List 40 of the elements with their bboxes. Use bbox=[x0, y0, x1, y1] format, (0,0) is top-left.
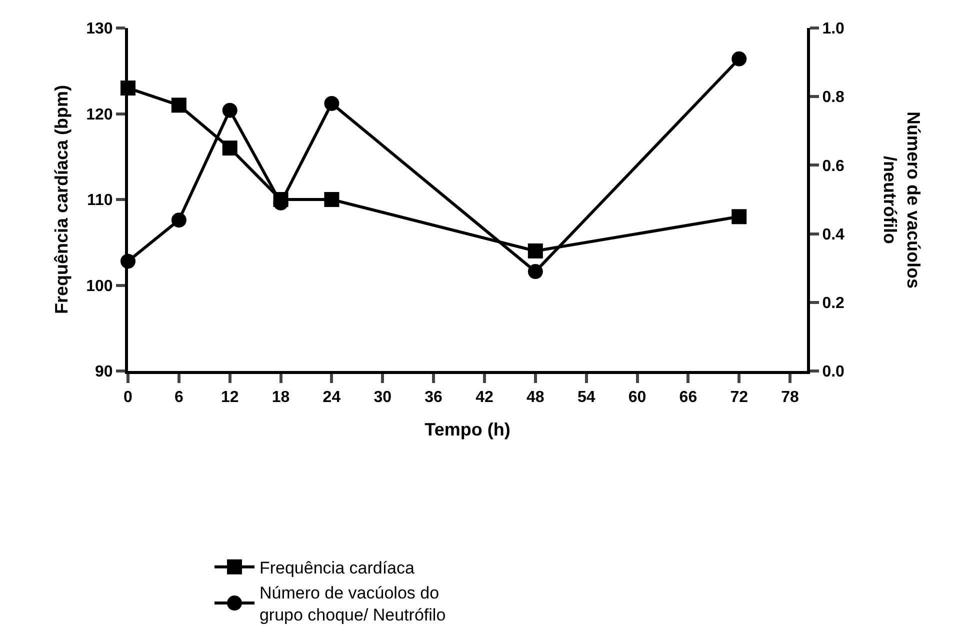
point bbox=[732, 209, 747, 224]
x-tick-label: 60 bbox=[628, 389, 646, 406]
y-tick-label: 130 bbox=[86, 20, 113, 38]
legend-label: Número de vacúolos do grupo choque/ Neutrófilo bbox=[259, 584, 446, 625]
x-axis-title: Tempo (h) bbox=[424, 419, 510, 440]
x-tick-label: 54 bbox=[577, 389, 596, 406]
x-tick-label: 42 bbox=[476, 389, 494, 406]
x-tick-label: 36 bbox=[424, 389, 443, 406]
x-tick-label: 12 bbox=[220, 389, 239, 406]
y2-axis-title: Número de vacúolos /neutrófilo bbox=[880, 111, 924, 288]
y2-tick-label: 0.2 bbox=[822, 295, 845, 312]
x-tick-label: 30 bbox=[374, 389, 392, 406]
y2-tick-label: 0.6 bbox=[822, 158, 845, 175]
point bbox=[171, 98, 186, 113]
point bbox=[528, 264, 543, 280]
x-tick-label: 18 bbox=[272, 389, 290, 406]
x-tick-label: 66 bbox=[679, 389, 698, 406]
point bbox=[324, 192, 340, 207]
y2-tick-label: 0.0 bbox=[822, 364, 845, 381]
point bbox=[222, 102, 238, 118]
point bbox=[171, 212, 186, 228]
y2-tick-label: 1.0 bbox=[822, 20, 845, 38]
x-tick-label: 72 bbox=[730, 389, 748, 406]
y2-tick-label: 0.4 bbox=[822, 226, 845, 244]
y-tick-label: 120 bbox=[86, 106, 113, 124]
y-axis-title: Frequência cardíaca (bpm) bbox=[51, 84, 72, 314]
legend-label: Frequência cardíaca bbox=[259, 558, 415, 578]
x-tick-label: 48 bbox=[526, 389, 544, 406]
point bbox=[324, 96, 340, 111]
x-tick-label: 78 bbox=[781, 389, 800, 406]
y-tick-label: 100 bbox=[86, 278, 113, 295]
y-tick-label: 110 bbox=[86, 192, 113, 210]
x-tick-label: 24 bbox=[322, 389, 341, 406]
point bbox=[528, 243, 543, 258]
y-tick-label: 90 bbox=[95, 364, 113, 381]
x-tick-label: 0 bbox=[124, 389, 133, 406]
point bbox=[732, 51, 747, 66]
x-tick-label: 6 bbox=[174, 389, 184, 406]
y2-tick-label: 0.8 bbox=[822, 89, 845, 106]
point bbox=[222, 140, 238, 156]
